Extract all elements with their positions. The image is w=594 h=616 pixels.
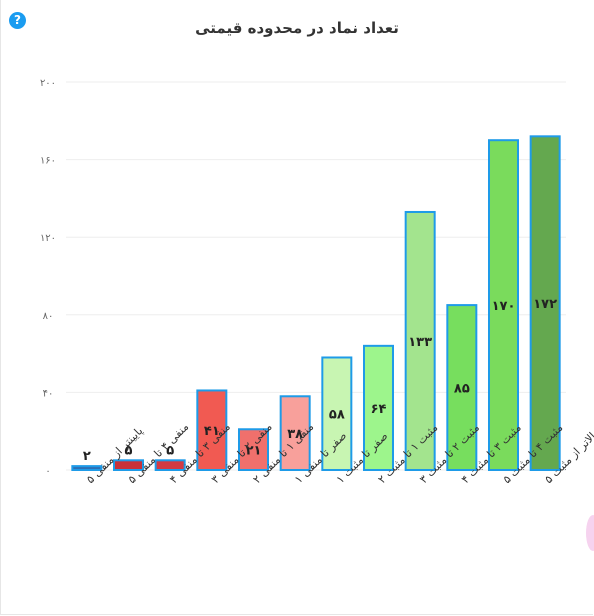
bar bbox=[154, 459, 186, 471]
data-label: ۱۳۳ bbox=[408, 335, 432, 350]
chart-title: تعداد نماد در محدوده قیمتی bbox=[195, 19, 399, 37]
y-tick-label: ۱۲۰ bbox=[40, 233, 56, 244]
data-label: ۲۱ bbox=[246, 444, 262, 459]
bar bbox=[446, 304, 478, 471]
y-tick-label: ۰ bbox=[45, 466, 50, 477]
bar bbox=[279, 395, 311, 471]
edge-decoration bbox=[586, 515, 594, 551]
y-tick-label: ۱۶۰ bbox=[40, 156, 56, 167]
bar bbox=[71, 465, 103, 471]
data-label: ۵۸ bbox=[329, 408, 345, 423]
bar bbox=[529, 135, 561, 471]
bar bbox=[363, 344, 394, 471]
y-tick-label: ۸۰ bbox=[43, 311, 54, 322]
data-label: ۳۸ bbox=[287, 427, 303, 442]
bar bbox=[196, 389, 228, 471]
data-label: ۴۱ bbox=[204, 424, 220, 439]
data-label: ۱۷۲ bbox=[533, 297, 557, 312]
data-label: ۸۵ bbox=[454, 382, 470, 397]
data-label: ۱۷۰ bbox=[492, 299, 516, 314]
bar bbox=[238, 428, 269, 472]
data-label: ۲ bbox=[83, 449, 91, 464]
bar bbox=[321, 356, 353, 472]
bar bbox=[404, 210, 436, 471]
bar bbox=[488, 139, 519, 471]
y-tick-label: ۲۰۰ bbox=[40, 78, 56, 89]
data-label: ۶۴ bbox=[371, 402, 387, 417]
data-label: ۵ bbox=[125, 443, 133, 458]
data-label: ۵ bbox=[166, 443, 174, 458]
bar bbox=[113, 459, 144, 471]
y-tick-label: ۴۰ bbox=[43, 388, 54, 399]
help-icon[interactable]: ? bbox=[9, 12, 26, 29]
